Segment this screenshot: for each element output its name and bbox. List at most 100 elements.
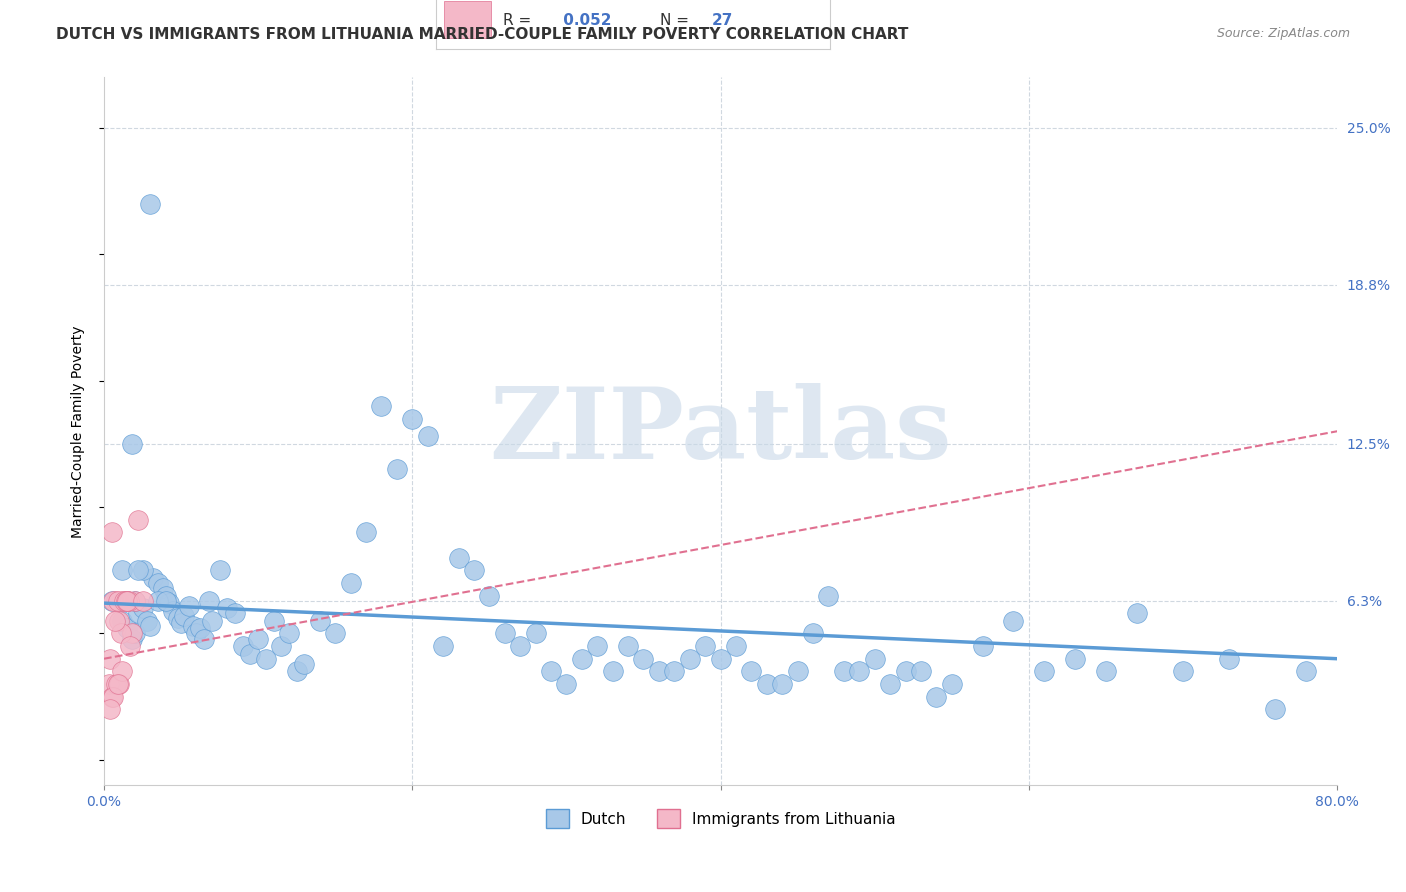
Point — [112, 593, 135, 607]
Point — [131, 563, 153, 577]
Point — [972, 639, 994, 653]
Point — [308, 614, 330, 628]
Point — [494, 626, 516, 640]
Point — [278, 626, 301, 640]
Point — [146, 575, 169, 590]
Point — [127, 606, 149, 620]
Point — [339, 575, 361, 590]
Point — [115, 593, 138, 607]
Point — [602, 665, 624, 679]
Point — [146, 593, 169, 607]
Point — [709, 651, 731, 665]
Point — [910, 665, 932, 679]
Point — [755, 677, 778, 691]
Point — [285, 665, 308, 679]
Point — [894, 665, 917, 679]
Point — [432, 639, 454, 653]
Point — [124, 593, 146, 607]
Point — [247, 632, 270, 646]
Point — [98, 702, 121, 716]
Point — [183, 619, 205, 633]
Point — [848, 665, 870, 679]
Text: 27: 27 — [711, 12, 733, 28]
Point — [167, 611, 190, 625]
Text: N =: N = — [661, 12, 695, 28]
Point — [111, 665, 134, 679]
Point — [208, 563, 231, 577]
Point — [107, 593, 129, 607]
Point — [385, 462, 408, 476]
Text: 0.052: 0.052 — [558, 12, 612, 28]
Point — [1033, 665, 1056, 679]
Point — [131, 593, 153, 607]
Point — [124, 593, 146, 607]
Point — [555, 677, 578, 691]
Point — [586, 639, 609, 653]
Point — [770, 677, 793, 691]
Point — [863, 651, 886, 665]
Point — [124, 626, 146, 640]
Point — [127, 563, 149, 577]
Point — [1126, 606, 1149, 620]
Point — [571, 651, 593, 665]
Point — [323, 626, 346, 640]
Point — [177, 599, 200, 613]
Point — [100, 525, 122, 540]
Point — [879, 677, 901, 691]
Text: ZIPatlas: ZIPatlas — [489, 383, 952, 480]
Point — [786, 665, 808, 679]
Point — [1171, 665, 1194, 679]
Point — [232, 639, 254, 653]
Point — [254, 651, 277, 665]
Point — [111, 563, 134, 577]
Point — [173, 608, 195, 623]
Point — [136, 614, 159, 628]
Point — [270, 639, 292, 653]
Point — [1295, 665, 1317, 679]
Point — [105, 593, 128, 607]
Point — [193, 632, 215, 646]
Point — [157, 596, 180, 610]
Point — [120, 639, 142, 653]
Point — [633, 651, 655, 665]
Point — [108, 677, 131, 691]
Point — [115, 593, 138, 607]
Point — [104, 614, 127, 628]
Point — [478, 589, 501, 603]
Text: Source: ZipAtlas.com: Source: ZipAtlas.com — [1216, 27, 1350, 40]
Point — [115, 593, 138, 607]
Point — [152, 581, 174, 595]
Point — [1002, 614, 1025, 628]
Y-axis label: Married-Couple Family Poverty: Married-Couple Family Poverty — [72, 325, 86, 538]
Point — [139, 619, 162, 633]
Point — [1264, 702, 1286, 716]
Point — [111, 593, 134, 607]
Point — [142, 571, 165, 585]
Point — [832, 665, 855, 679]
Point — [155, 589, 177, 603]
Point — [416, 429, 439, 443]
Point — [447, 550, 470, 565]
Point — [131, 601, 153, 615]
Point — [540, 665, 562, 679]
Point — [121, 437, 143, 451]
Point — [224, 606, 246, 620]
Point — [217, 601, 239, 615]
Point — [170, 616, 193, 631]
Point — [679, 651, 702, 665]
Point — [100, 690, 122, 704]
Point — [1064, 651, 1087, 665]
Point — [201, 614, 224, 628]
Point — [695, 639, 717, 653]
Point — [118, 593, 141, 607]
Point — [110, 626, 132, 640]
Point — [1218, 651, 1240, 665]
Point — [114, 593, 136, 607]
Point — [162, 604, 184, 618]
Point — [925, 690, 948, 704]
Text: DUTCH VS IMMIGRANTS FROM LITHUANIA MARRIED-COUPLE FAMILY POVERTY CORRELATION CHA: DUTCH VS IMMIGRANTS FROM LITHUANIA MARRI… — [56, 27, 908, 42]
Point — [155, 593, 177, 607]
Point — [463, 563, 485, 577]
Text: R =: R = — [503, 12, 536, 28]
Legend: Dutch, Immigrants from Lithuania: Dutch, Immigrants from Lithuania — [540, 803, 901, 834]
